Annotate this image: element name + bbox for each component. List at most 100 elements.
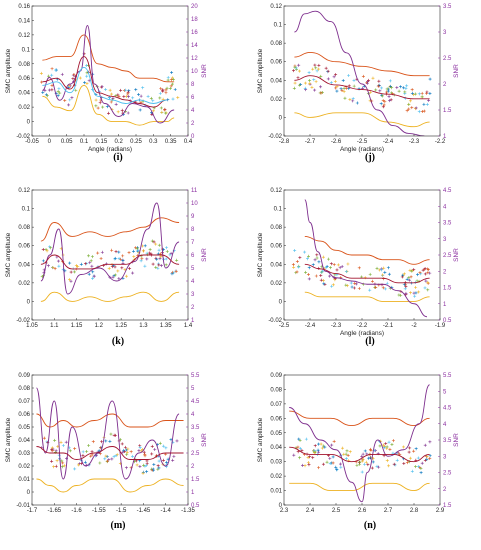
scatter-point xyxy=(74,88,78,92)
scatter-point xyxy=(390,86,394,90)
scatter-point xyxy=(73,447,77,451)
scatter-point xyxy=(298,83,302,87)
scatter-point xyxy=(90,264,94,268)
y-tick-label: 0.12 xyxy=(18,33,30,39)
scatter-point xyxy=(54,464,58,468)
scatter-point xyxy=(419,471,423,475)
scatter-point xyxy=(87,444,91,448)
scatter-point xyxy=(381,105,385,109)
x-tick-label: -1.7 xyxy=(27,508,38,514)
scatter-point xyxy=(306,455,310,459)
scatter-point xyxy=(298,447,302,451)
scatter-point xyxy=(144,463,148,467)
scatter-point xyxy=(138,465,142,469)
scatter-point xyxy=(341,446,345,450)
x-tick-label: 0.25 xyxy=(130,139,142,145)
scatter-point xyxy=(131,271,135,275)
y2-tick-label: 2 xyxy=(191,305,195,311)
scatter-point xyxy=(383,287,387,291)
scatter-point xyxy=(159,106,163,110)
y-tick-label: 0.1 xyxy=(22,207,31,213)
scatter-point xyxy=(46,264,50,268)
series-line-3 xyxy=(304,263,430,284)
x-tick-label: -2.6 xyxy=(331,139,342,145)
series-line-1 xyxy=(36,478,184,493)
y-tick-label: 0 xyxy=(279,503,283,509)
scatter-point xyxy=(371,460,375,464)
scatter-point xyxy=(68,449,72,453)
x-tick-label: -2 xyxy=(411,323,417,329)
scatter-point xyxy=(404,291,408,295)
scatter-point xyxy=(328,461,332,465)
scatter-point xyxy=(132,255,136,259)
y2-tick-label: 2 xyxy=(443,269,447,275)
scatter-point xyxy=(360,454,364,458)
scatter-point xyxy=(335,468,339,472)
y-tick-label: 0.07 xyxy=(270,402,282,408)
series-line-0 xyxy=(42,34,175,83)
series-line-3 xyxy=(42,56,168,108)
scatter-point xyxy=(319,442,323,446)
scatter-point xyxy=(85,82,89,86)
scatter-point xyxy=(153,447,157,451)
scatter-point xyxy=(334,86,338,90)
series-line-3 xyxy=(289,446,430,463)
y-tick-label: 0.1 xyxy=(274,207,283,213)
scatter-point xyxy=(50,459,54,463)
scatter-point xyxy=(145,462,149,466)
y2-tick-label: 12 xyxy=(191,56,198,62)
scatter-point xyxy=(77,463,81,467)
scatter-point xyxy=(360,470,364,474)
scatter-point xyxy=(414,92,418,96)
scatter-point xyxy=(384,442,388,446)
scatter-point xyxy=(91,277,95,281)
scatter-point xyxy=(389,98,393,102)
x-tick-label: 0.1 xyxy=(80,139,89,145)
scatter-point xyxy=(56,90,60,94)
y2-tick-label: 20 xyxy=(191,4,198,10)
scatter-point xyxy=(104,439,108,443)
scatter-point xyxy=(340,88,344,92)
scatter-point xyxy=(69,279,73,283)
series-line-0 xyxy=(40,217,180,242)
scatter-point xyxy=(315,256,319,260)
scatter-point xyxy=(168,86,172,90)
y-tick-label: 0.07 xyxy=(18,399,30,405)
scatter-point xyxy=(410,269,414,273)
y-tick-label: 0.06 xyxy=(270,244,282,250)
scatter-point xyxy=(108,88,112,92)
scatter-point xyxy=(296,445,300,449)
scatter-point xyxy=(397,89,401,93)
x-tick-label: -2.4 xyxy=(305,323,316,329)
scatter-point xyxy=(378,444,382,448)
y2-axis-label: SNR xyxy=(201,433,208,447)
y2-tick-label: 6 xyxy=(191,253,195,259)
panel-caption: (i) xyxy=(113,152,122,163)
scatter-point xyxy=(170,272,174,276)
panel-caption: (m) xyxy=(111,520,126,531)
scatter-point xyxy=(297,69,301,73)
scatter-point xyxy=(428,271,432,275)
scatter-point xyxy=(379,268,383,272)
scatter-point xyxy=(175,439,179,443)
scatter-point xyxy=(304,88,308,92)
scatter-point xyxy=(425,455,429,459)
scatter-point xyxy=(115,453,119,457)
scatter-point xyxy=(125,452,129,456)
scatter-cloud xyxy=(292,437,432,475)
scatter-point xyxy=(87,272,91,276)
scatter-point xyxy=(68,278,72,282)
scatter-point xyxy=(293,249,297,253)
y2-tick-label: 5 xyxy=(191,386,195,392)
series-line-2 xyxy=(42,25,175,124)
y-tick-label: 0.05 xyxy=(18,425,30,431)
y-tick-label: 0.06 xyxy=(18,76,30,82)
scatter-point xyxy=(124,88,128,92)
y2-axis-label: SNR xyxy=(453,248,460,262)
scatter-point xyxy=(425,102,429,106)
y2-axis-label: SNR xyxy=(201,64,208,78)
scatter-point xyxy=(149,96,153,100)
scatter-point xyxy=(308,82,312,86)
scatter-point xyxy=(425,457,429,461)
scatter-point xyxy=(408,268,412,272)
